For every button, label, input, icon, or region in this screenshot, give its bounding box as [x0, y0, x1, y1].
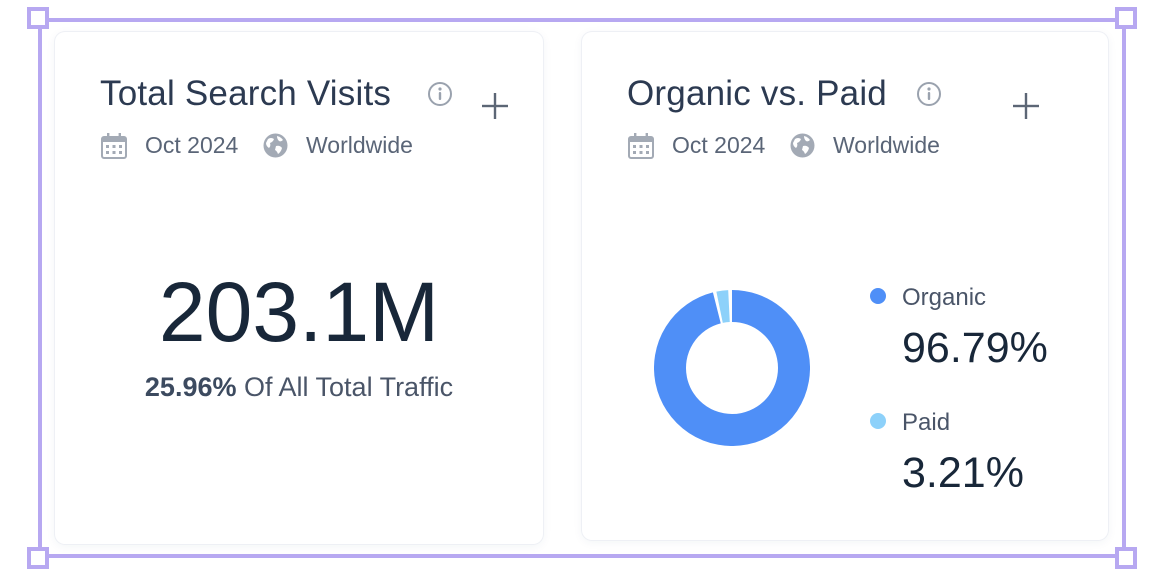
- info-icon[interactable]: [916, 81, 942, 107]
- resize-handle-top-right[interactable]: [1115, 7, 1137, 29]
- card-title: Organic vs. Paid: [627, 74, 887, 113]
- calendar-icon: [628, 133, 654, 159]
- resize-handle-bottom-left[interactable]: [27, 547, 49, 569]
- donut-slice-organic: [654, 290, 810, 446]
- resize-handle-bottom-right[interactable]: [1115, 547, 1137, 569]
- add-button[interactable]: [481, 92, 509, 120]
- traffic-share-percent: 25.96%: [144, 372, 237, 402]
- legend-label-organic: Organic: [902, 284, 987, 311]
- calendar-icon: [101, 133, 127, 159]
- legend-value-organic: 96.79%: [902, 324, 1048, 372]
- legend-label-paid: Paid: [902, 409, 951, 436]
- card-title: Total Search Visits: [100, 74, 392, 113]
- legend-value-paid: 3.21%: [902, 449, 1024, 497]
- resize-handle-top-left[interactable]: [27, 7, 49, 29]
- legend-dot-organic: [870, 288, 886, 304]
- globe-icon: [790, 133, 815, 158]
- region-label: Worldwide: [306, 132, 413, 158]
- donut-slice-paid: [654, 290, 810, 446]
- traffic-share-suffix: Of All Total Traffic: [244, 372, 454, 402]
- organic-paid-donut-chart: [654, 290, 810, 446]
- total-visits-value: 203.1M: [158, 265, 440, 359]
- region-label: Worldwide: [833, 132, 940, 158]
- add-button[interactable]: [1012, 92, 1040, 120]
- info-icon[interactable]: [427, 81, 453, 107]
- legend-dot-paid: [870, 413, 886, 429]
- traffic-share: 25.96% Of All Total Traffic: [55, 372, 543, 403]
- globe-icon: [263, 133, 288, 158]
- organic-vs-paid-card: Organic vs. Paid Oct 2024 Worldwid: [582, 32, 1108, 540]
- selection-frame: [38, 18, 1126, 558]
- total-search-visits-card: Total Search Visits Oct 2024 World: [55, 32, 543, 544]
- date-label: Oct 2024: [145, 132, 239, 158]
- date-label: Oct 2024: [672, 132, 766, 158]
